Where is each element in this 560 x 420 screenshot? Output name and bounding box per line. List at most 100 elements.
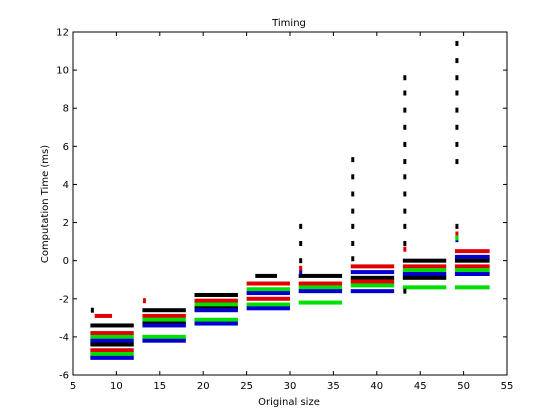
outlier-mark-black <box>351 241 355 247</box>
x-tick-label: 25 <box>240 381 253 392</box>
outlier-mark-black <box>299 223 303 229</box>
timing-bar-green <box>298 285 343 290</box>
timing-bar-red <box>90 348 134 353</box>
outlier-mark-black <box>403 241 407 247</box>
outlier-mark-black <box>455 159 459 165</box>
timing-bar-blue <box>298 289 343 294</box>
timing-bar-blue <box>142 323 186 328</box>
y-tick-label: -4 <box>59 332 69 343</box>
timing-bar-blue <box>90 355 134 360</box>
timing-bar-red <box>94 313 113 318</box>
timing-bar-red <box>454 249 490 254</box>
timing-bar-blue <box>402 272 447 277</box>
x-tick-label: 40 <box>370 381 383 392</box>
x-axis-label: Original size <box>258 397 320 408</box>
outlier-mark-black <box>351 256 355 262</box>
timing-bar-red <box>246 281 290 286</box>
timing-bar-green <box>454 268 490 273</box>
timing-bar-red <box>402 264 447 269</box>
timing-bar-red <box>194 298 238 303</box>
outlier-mark-black <box>403 159 407 165</box>
outlier-mark-black <box>455 124 459 130</box>
outlier-mark-green <box>455 235 459 241</box>
timing-bar-blue <box>246 306 290 311</box>
outlier-mark-black <box>351 191 355 197</box>
chart-title: Timing <box>271 18 306 29</box>
y-tick-label: 2 <box>63 218 69 229</box>
outlier-mark-black <box>403 191 407 197</box>
timing-bar-blue <box>194 321 238 326</box>
y-tick-label: 10 <box>56 66 69 77</box>
timing-bar-black <box>402 258 447 263</box>
timing-bar-black <box>298 273 343 278</box>
outlier-mark-blue <box>299 269 303 275</box>
outlier-mark-black <box>403 174 407 180</box>
y-axis-ticks: -6 -4 -2 0 2 4 6 8 10 12 <box>56 28 507 382</box>
timing-bar-red <box>90 331 134 336</box>
x-tick-label: 55 <box>501 381 514 392</box>
x-tick-label: 5 <box>70 381 76 392</box>
timing-bar-blue <box>194 308 238 313</box>
outlier-mark-black <box>455 223 459 229</box>
outlier-mark-black <box>403 288 407 294</box>
timing-bar-blue <box>90 338 134 343</box>
outlier-mark-black <box>455 75 459 81</box>
timing-bar-black <box>142 308 186 313</box>
outlier-mark-black <box>351 208 355 214</box>
timing-bar-green <box>246 302 290 307</box>
timing-bar-green <box>350 283 395 288</box>
y-tick-label: -2 <box>59 294 69 305</box>
timing-bar-red <box>454 264 490 269</box>
timing-bar-green <box>142 317 186 322</box>
y-axis-label: Computation Time (ms) <box>40 145 51 263</box>
timing-bar-red <box>298 281 343 286</box>
outlier-mark-black <box>403 223 407 229</box>
timing-bar-blue <box>350 270 395 275</box>
timing-bar-green <box>142 334 186 339</box>
x-tick-label: 35 <box>327 381 340 392</box>
outlier-mark-black <box>455 141 459 147</box>
y-tick-label: 6 <box>63 142 69 153</box>
timing-bar-green <box>246 287 290 292</box>
outlier-mark-red <box>403 246 407 252</box>
outlier-mark-black <box>403 75 407 81</box>
data-marks <box>90 40 490 360</box>
outlier-mark-black <box>299 258 303 264</box>
timing-bar-red <box>246 296 290 301</box>
y-tick-label: 4 <box>63 180 69 191</box>
x-tick-label: 15 <box>153 381 166 392</box>
outlier-mark-black <box>351 223 355 229</box>
timing-bar-black <box>402 275 447 280</box>
timing-bar-red <box>350 279 395 284</box>
outlier-mark-black <box>403 90 407 96</box>
plot-area <box>72 31 508 376</box>
y-tick-label: 8 <box>63 104 69 115</box>
outlier-mark-red <box>299 265 303 271</box>
timing-bar-blue <box>350 289 395 294</box>
timing-bar-green <box>194 317 238 322</box>
timing-bar-black <box>90 323 134 328</box>
timing-bar-black <box>255 273 277 278</box>
timing-bar-green <box>298 300 343 305</box>
timing-bar-red <box>142 313 186 318</box>
outlier-mark-black <box>403 141 407 147</box>
timing-bar-green <box>454 285 490 290</box>
timing-bar-blue <box>454 272 490 277</box>
timing-bar-black <box>194 292 238 297</box>
y-tick-label: 0 <box>63 256 69 267</box>
outlier-mark-black <box>455 58 459 64</box>
x-axis-ticks: 5 10 15 20 25 30 35 40 45 50 55 <box>70 32 514 392</box>
timing-bar-black <box>90 342 134 347</box>
outlier-mark-black <box>455 40 459 46</box>
x-tick-label: 30 <box>284 381 297 392</box>
outlier-mark-black <box>90 307 94 313</box>
timing-bar-green <box>194 302 238 307</box>
outlier-mark-black <box>299 241 303 247</box>
outlier-mark-black <box>351 174 355 180</box>
outlier-mark-black <box>351 157 355 163</box>
x-tick-label: 45 <box>414 381 427 392</box>
outlier-mark-black <box>403 208 407 214</box>
x-tick-label: 50 <box>457 381 470 392</box>
timing-bar-blue <box>246 291 290 296</box>
